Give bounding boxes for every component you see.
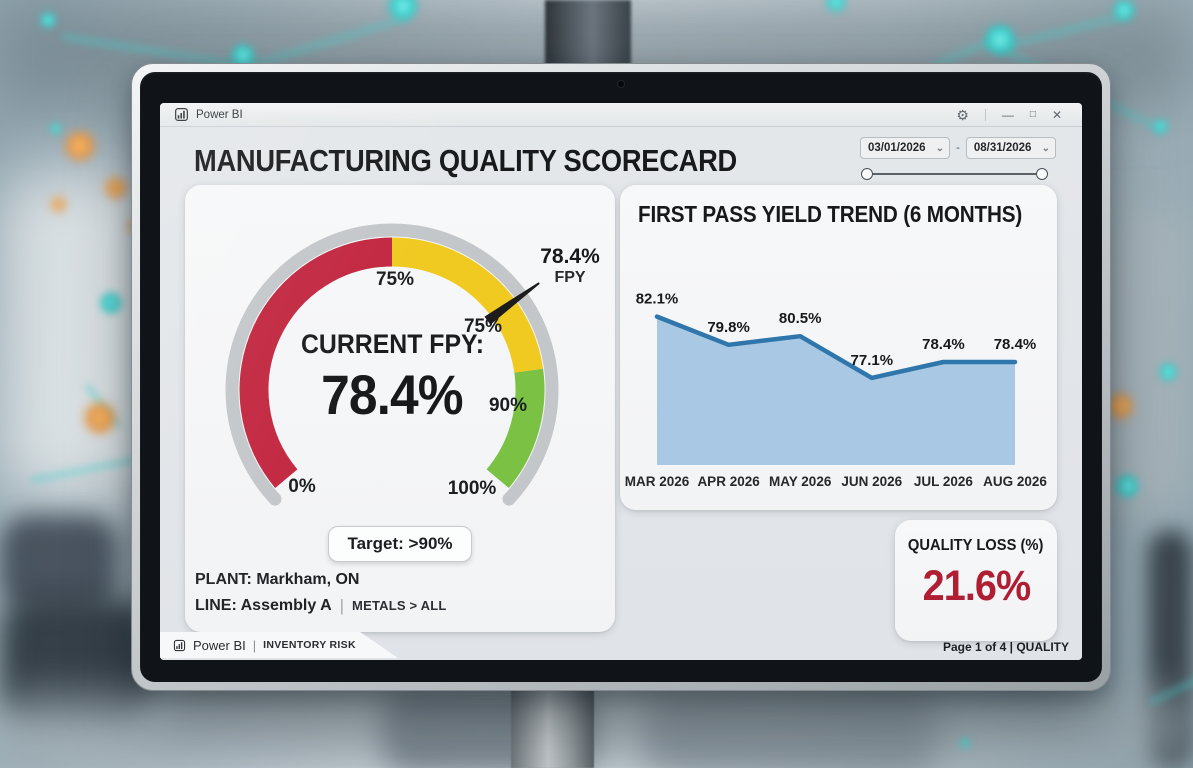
x-axis-tick-label: MAY 2026: [769, 474, 832, 489]
webcam-dot: [618, 81, 624, 87]
network-node-light: [388, 0, 418, 21]
bokeh-light: [65, 131, 95, 161]
quality-loss-card: QUALITY LOSS (%) 21.6%: [895, 520, 1057, 641]
powerbi-logo-icon: [173, 639, 186, 651]
network-node-light: [40, 12, 56, 28]
page-title: MANUFACTURING QUALITY SCORECARD: [194, 143, 737, 178]
date-from-value: 03/01/2026: [868, 142, 926, 154]
bokeh-light: [84, 402, 116, 434]
line-label: LINE: Assembly A: [195, 596, 332, 614]
app-name: Power BI: [196, 108, 243, 121]
monitor-bezel: Power BI ⚙ — □ ✕ MANUFACTURING QUALITY S…: [140, 72, 1102, 682]
line-divider: |: [339, 595, 345, 615]
close-button[interactable]: ✕: [1051, 107, 1062, 122]
bokeh-light: [1107, 393, 1133, 419]
date-from-dropdown[interactable]: 03/01/2026 ⌄: [860, 137, 951, 159]
app-titlebar: Power BI ⚙ — □ ✕: [160, 103, 1082, 127]
network-node-light: [1159, 363, 1177, 381]
gauge-tick-label: 0%: [288, 476, 316, 497]
footer-brand: Power BI: [193, 637, 246, 653]
network-node-light: [1113, 0, 1135, 21]
date-to-dropdown[interactable]: 08/31/2026 ⌄: [965, 137, 1057, 159]
x-axis-tick-label: APR 2026: [697, 474, 760, 489]
gauge-tick-label: 75%: [376, 269, 414, 290]
network-node-light: [826, 0, 846, 12]
needle-unit: FPY: [554, 269, 586, 287]
target-badge: Target: >90%: [328, 526, 472, 562]
network-node-light: [100, 292, 122, 314]
gauge-center-label: CURRENT FPY:: [300, 329, 484, 359]
gauge-needle: [484, 282, 540, 325]
x-axis-tick-label: JUL 2026: [914, 474, 974, 489]
breadcrumb: METALS > ALL: [352, 597, 447, 613]
settings-gear-icon[interactable]: ⚙: [956, 106, 969, 123]
monitor-frame: Power BI ⚙ — □ ✕ MANUFACTURING QUALITY S…: [131, 63, 1111, 691]
minimize-button[interactable]: —: [1001, 107, 1014, 122]
trend-line: [654, 314, 1018, 381]
gauge-tick-label: 100%: [448, 478, 497, 499]
background-shape: [0, 688, 1193, 768]
needle-value: 78.4%: [540, 245, 600, 268]
data-point-label: 80.5%: [779, 310, 822, 327]
slider-handle-end[interactable]: [1036, 168, 1048, 180]
slider-handle-start[interactable]: [861, 168, 873, 180]
trend-chart-title: FIRST PASS YIELD TREND (6 MONTHS): [638, 201, 1023, 227]
footer-divider: |: [252, 637, 257, 653]
monitor-stand: [511, 690, 594, 768]
network-node-light: [984, 24, 1016, 56]
date-range-slicer: 03/01/2026 ⌄ - 08/31/2026 ⌄: [860, 137, 1057, 180]
screen: Power BI ⚙ — □ ✕ MANUFACTURING QUALITY S…: [160, 103, 1082, 660]
x-axis-tick-label: MAR 2026: [625, 474, 690, 489]
maximize-button[interactable]: □: [1029, 108, 1036, 120]
gauge-center-text: CURRENT FPY: 78.4%: [242, 329, 542, 427]
network-node-light: [49, 122, 61, 134]
footer-brand-tab[interactable]: Power BI | INVENTORY RISK: [160, 632, 398, 658]
data-point-label: 79.8%: [707, 319, 750, 336]
fpy-gauge-card: 75% 75% 90% 0% 100% 78.4% FPY CURRENT FPY: 7…: [185, 185, 615, 632]
date-to-value: 08/31/2026: [973, 142, 1032, 154]
slider-track: [863, 173, 1046, 175]
date-separator: -: [956, 142, 960, 154]
footer-tab-label: INVENTORY RISK: [263, 639, 356, 651]
dashboard-canvas: MANUFACTURING QUALITY SCORECARD 03/01/20…: [160, 127, 1082, 660]
plant-info: PLANT: Markham, ON LINE: Assembly A | ME…: [195, 568, 447, 619]
trend-area-fill: [657, 316, 1015, 465]
bokeh-light: [50, 196, 66, 212]
data-point-label: 78.4%: [922, 336, 965, 353]
background-shape: [0, 515, 118, 610]
powerbi-logo-icon: [175, 108, 188, 121]
x-axis-tick-label: JUN 2026: [841, 474, 902, 489]
gauge-center-value: 78.4%: [321, 363, 463, 426]
page-indicator: Page 1 of 4 | QUALITY: [942, 640, 1069, 654]
bokeh-light: [105, 177, 127, 199]
data-point-label: 78.4%: [994, 336, 1037, 353]
quality-loss-title: QUALITY LOSS (%): [908, 537, 1044, 554]
data-point-label: 82.1%: [636, 291, 679, 308]
network-node-light: [1115, 474, 1139, 498]
chevron-down-icon: ⌄: [935, 142, 945, 154]
network-node-light: [960, 738, 970, 748]
plant-line: PLANT: Markham, ON: [195, 571, 360, 588]
data-point-label: 77.1%: [851, 352, 894, 369]
fpy-trend-card: FIRST PASS YIELD TREND (6 MONTHS) 82.1% 7…: [620, 185, 1057, 510]
x-axis-tick-label: AUG 2026: [983, 474, 1047, 489]
network-node-light: [1152, 118, 1168, 134]
chevron-down-icon: ⌄: [1041, 142, 1051, 154]
quality-loss-value: 21.6%: [922, 562, 1031, 610]
fpy-trend-chart: 82.1% 79.8% 80.5% 77.1% 78.4% 78.4% MAR 2026 AP…: [625, 291, 1048, 489]
date-range-slider[interactable]: [861, 168, 1048, 180]
gauge-needle-callout: 78.4% FPY: [515, 245, 625, 288]
titlebar-divider: [984, 108, 986, 121]
